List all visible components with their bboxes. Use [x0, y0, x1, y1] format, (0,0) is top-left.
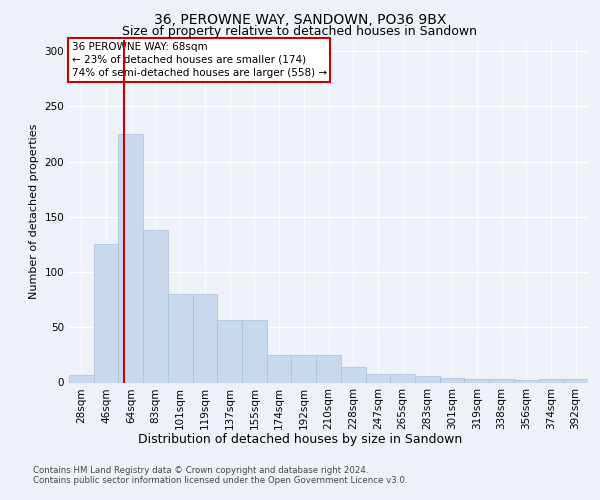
- Bar: [118, 134, 143, 382]
- Text: 36 PEROWNE WAY: 68sqm
← 23% of detached houses are smaller (174)
74% of semi-det: 36 PEROWNE WAY: 68sqm ← 23% of detached …: [71, 42, 327, 78]
- Bar: [341, 367, 365, 382]
- Bar: [94, 244, 118, 382]
- Text: Contains public sector information licensed under the Open Government Licence v3: Contains public sector information licen…: [33, 476, 407, 485]
- Bar: [539, 379, 563, 382]
- Y-axis label: Number of detached properties: Number of detached properties: [29, 124, 39, 299]
- Bar: [365, 374, 390, 382]
- Bar: [316, 355, 341, 382]
- Bar: [69, 375, 94, 382]
- Bar: [267, 355, 292, 382]
- Bar: [415, 376, 440, 382]
- Bar: [464, 379, 489, 382]
- Bar: [143, 230, 168, 382]
- Bar: [217, 320, 242, 382]
- Bar: [193, 294, 217, 382]
- Bar: [168, 294, 193, 382]
- Bar: [440, 378, 464, 382]
- Text: 36, PEROWNE WAY, SANDOWN, PO36 9BX: 36, PEROWNE WAY, SANDOWN, PO36 9BX: [154, 12, 446, 26]
- Bar: [514, 380, 539, 382]
- Text: Distribution of detached houses by size in Sandown: Distribution of detached houses by size …: [138, 432, 462, 446]
- Bar: [390, 374, 415, 382]
- Bar: [242, 320, 267, 382]
- Text: Contains HM Land Registry data © Crown copyright and database right 2024.: Contains HM Land Registry data © Crown c…: [33, 466, 368, 475]
- Bar: [292, 355, 316, 382]
- Bar: [563, 379, 588, 382]
- Text: Size of property relative to detached houses in Sandown: Size of property relative to detached ho…: [122, 25, 478, 38]
- Bar: [489, 379, 514, 382]
